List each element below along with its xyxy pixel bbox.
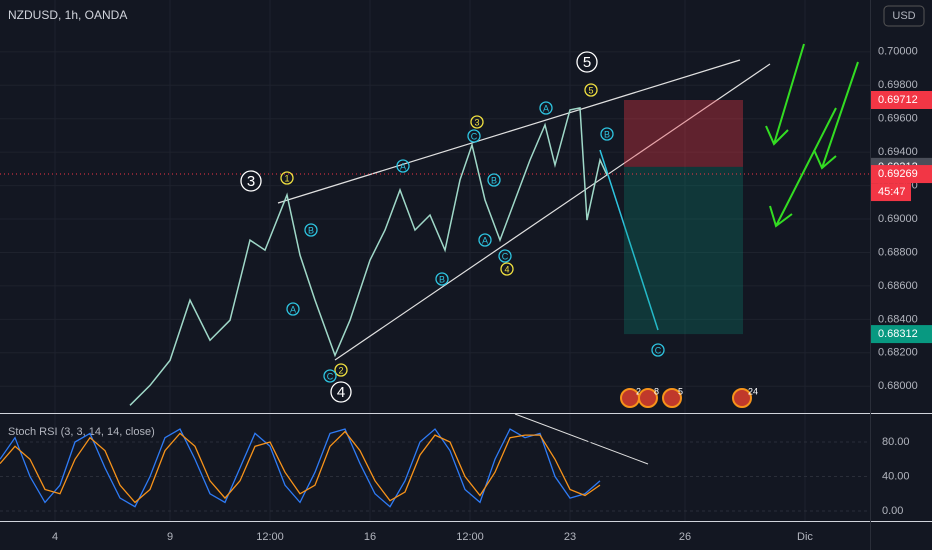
countdown: 45:47 — [878, 186, 906, 198]
price-tag — [871, 165, 932, 184]
wave-label-circle — [500, 262, 514, 276]
price-tag — [871, 325, 932, 344]
stop-zone — [624, 99, 743, 167]
wave-label: B — [604, 129, 610, 139]
wave-label-circle — [487, 173, 501, 187]
y-tick-label: 40.00 — [882, 470, 910, 482]
event-icon — [732, 388, 752, 408]
wave-label-circle — [330, 381, 352, 403]
chart-title: NZDUSD, 1h, OANDA — [8, 8, 127, 22]
y-tick-label: 0.00 — [882, 505, 903, 517]
wave-label: 3 — [474, 117, 479, 127]
event-label: 8 — [654, 386, 659, 396]
x-tick-label: 12:00 — [456, 531, 484, 543]
stoch-line — [0, 428, 601, 508]
arrows — [765, 43, 859, 228]
wave-label: C — [502, 251, 509, 261]
target-zone — [624, 166, 743, 335]
wave-label-circle — [286, 302, 300, 316]
event-label: 2 — [636, 386, 641, 396]
y-tick-label: 0.68000 — [878, 380, 918, 392]
price-tag — [871, 90, 932, 109]
event-label: 5 — [678, 386, 683, 396]
price-tag-label: 0.68312 — [878, 328, 918, 340]
y-tick-label: 80.00 — [882, 436, 910, 448]
wave-label-circle — [435, 272, 449, 286]
wave-label: A — [543, 103, 549, 113]
wave-label-circle — [584, 83, 598, 97]
stoch-title: Stoch RSI (3, 3, 14, 14, close) — [8, 426, 155, 438]
trend-line — [277, 59, 741, 204]
stoch-line — [0, 430, 601, 504]
x-tick-label: 26 — [679, 531, 691, 543]
y-tick-label: 0.68600 — [878, 280, 918, 292]
wave-label: B — [491, 175, 497, 185]
x-tick-label: 9 — [167, 531, 173, 543]
trend-line — [334, 63, 771, 361]
wave-label-circle — [470, 115, 484, 129]
wave-label-circle — [498, 249, 512, 263]
wave-label: 4 — [504, 264, 509, 274]
countdown-tag — [871, 183, 911, 202]
wave-label-circle — [600, 127, 614, 141]
price-line — [129, 106, 608, 406]
wave-label: C — [655, 345, 662, 355]
y-tick-label: 0.69400 — [878, 146, 918, 158]
y-tick-label: 0.69000 — [878, 213, 918, 225]
y-tick-label: 0.70000 — [878, 46, 918, 58]
wave-label-circle — [651, 343, 665, 357]
wave-label: A — [482, 235, 488, 245]
event-icon — [662, 388, 682, 408]
wave-label-circle — [539, 101, 553, 115]
wave-label: C — [471, 131, 478, 141]
x-tick-label: 16 — [364, 531, 376, 543]
wave-label-circle — [323, 369, 337, 383]
wave-label-circle — [467, 129, 481, 143]
x-tick-label: Dic — [797, 531, 813, 543]
wave-label: 5 — [583, 54, 591, 71]
divergence-line — [514, 413, 649, 465]
wave-label-circle — [240, 170, 262, 192]
wave-label: 2 — [338, 365, 343, 375]
wave-label-circle — [280, 171, 294, 185]
wave-label: B — [308, 225, 314, 235]
wave-label-circle — [304, 223, 318, 237]
x-tick-label: 12:00 — [256, 531, 284, 543]
y-tick-label: 0.68800 — [878, 246, 918, 258]
wave-label: 3 — [247, 173, 255, 190]
x-tick-label: 23 — [564, 531, 576, 543]
wave-label: A — [400, 161, 406, 171]
x-tick-label: 4 — [52, 531, 58, 543]
y-tick-label: 0.68200 — [878, 347, 918, 359]
wave-label-circle — [576, 51, 598, 73]
wave-label: 5 — [588, 85, 593, 95]
currency-label[interactable]: USD — [892, 10, 915, 22]
price-tag-label: 0.69712 — [878, 94, 918, 106]
wave-label-circle — [478, 233, 492, 247]
wave-label: C — [327, 371, 334, 381]
wave-label: B — [439, 274, 445, 284]
wave-label: A — [290, 304, 296, 314]
event-icon — [638, 388, 658, 408]
projection-line — [599, 149, 659, 331]
y-tick-label: 0.69600 — [878, 113, 918, 125]
y-tick-label: 0.69800 — [878, 79, 918, 91]
wave-label: 1 — [284, 173, 289, 183]
event-label: 24 — [748, 386, 758, 396]
currency-button[interactable] — [883, 5, 925, 27]
wave-label: 4 — [337, 384, 345, 401]
wave-label-circle — [334, 363, 348, 377]
price-tag-label: 0.69269 — [878, 168, 918, 180]
y-tick-label: 0.68400 — [878, 313, 918, 325]
wave-label-circle — [396, 159, 410, 173]
